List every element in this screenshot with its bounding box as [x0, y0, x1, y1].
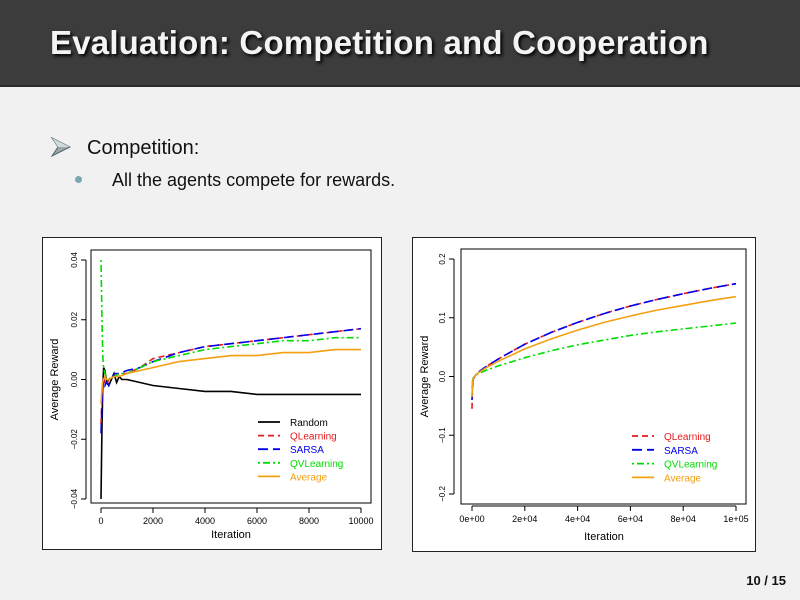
x-tick-label: 0: [98, 516, 103, 526]
plot-frame: [90, 249, 372, 504]
y-tick-label: 0.2: [438, 253, 447, 265]
x-tick-label: 6000: [247, 516, 267, 526]
legend-label: QLearning: [664, 432, 711, 443]
legend-label: QVLearning: [664, 460, 717, 471]
legend-label: SARSA: [290, 445, 324, 456]
arrow-bullet-icon: [50, 136, 72, 158]
chart-left: 0 2000 4000 6000 8000 10000 Iteration −0.04 −0.0…: [49, 249, 374, 541]
series-line-average: [471, 295, 737, 398]
page-number: 10 / 15: [746, 573, 786, 588]
chart-panel-left: 0 2000 4000 6000 8000 10000 Iteration −0.04 −0.0…: [42, 237, 382, 550]
legend-label: QVLearning: [290, 459, 343, 470]
legend-label: SARSA: [664, 446, 698, 457]
x-tick-label: 6e+04: [618, 514, 643, 524]
y-axis-label: Average Reward: [49, 339, 61, 421]
legend-label: QLearning: [290, 432, 337, 443]
legend-label: Average: [290, 472, 328, 483]
chart-right: 0e+00 2e+04 4e+04 6e+04 8e+04 1e+05 Iteration −…: [419, 248, 749, 543]
y-tick-label: 0.0: [438, 370, 447, 382]
chart-panel-right: 0e+00 2e+04 4e+04 6e+04 8e+04 1e+05 Iteration −…: [412, 237, 756, 552]
y-axis-label: Average Reward: [419, 336, 431, 418]
x-tick-label: 8e+04: [671, 514, 696, 524]
x-tick-label: 0e+00: [459, 514, 484, 524]
series-line-random: [100, 367, 361, 500]
x-tick-label: 4000: [195, 516, 215, 526]
legend-label: Random: [290, 418, 328, 429]
x-axis-label: Iteration: [584, 531, 624, 543]
series-line-sarsa: [100, 327, 362, 434]
y-tick-label: 0.1: [438, 312, 447, 324]
y-tick-label: 0.02: [70, 311, 79, 327]
y-tick-label: −0.1: [438, 427, 447, 443]
y-tick-label: 0.00: [70, 371, 79, 387]
y-tick-label: −0.04: [70, 488, 79, 509]
x-axis-label: Iteration: [211, 529, 251, 541]
y-tick-label: −0.02: [70, 429, 79, 450]
slide-title: Evaluation: Competition and Cooperation: [50, 24, 709, 61]
plot-frame: [460, 248, 747, 505]
series-line-average: [100, 348, 361, 404]
legend-label: Average: [664, 473, 702, 484]
y-tick-label: 0.04: [70, 252, 79, 268]
series-line-qvlearning: [100, 259, 361, 381]
bullet-level2-text: All the agents compete for rewards.: [112, 170, 396, 190]
x-tick-label: 4e+04: [565, 514, 590, 524]
bullet-level1-text: Competition:: [87, 137, 200, 159]
series-line-sarsa: [471, 282, 737, 401]
y-tick-label: −0.2: [438, 486, 447, 502]
x-tick-label: 1e+05: [723, 514, 748, 524]
dot-bullet-icon: [75, 176, 82, 183]
x-tick-label: 2e+04: [512, 514, 537, 524]
x-tick-label: 10000: [348, 516, 373, 526]
x-tick-label: 8000: [299, 516, 319, 526]
x-tick-label: 2000: [143, 516, 163, 526]
slide-header: Evaluation: Competition and Cooperation: [0, 0, 800, 87]
